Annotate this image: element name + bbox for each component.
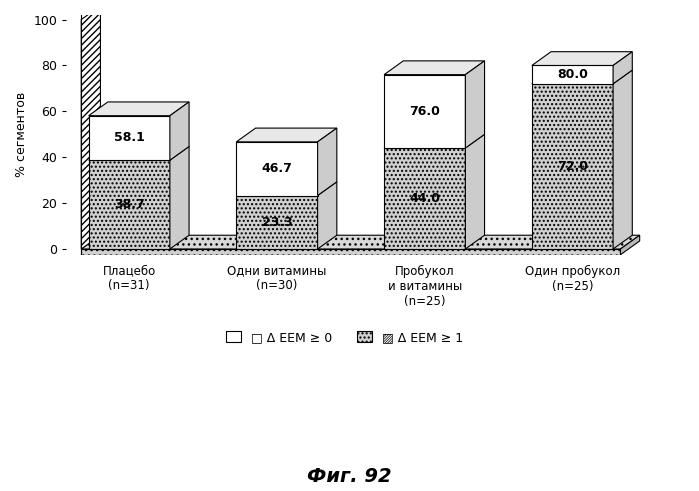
Polygon shape	[236, 182, 337, 195]
Polygon shape	[89, 160, 170, 249]
Polygon shape	[466, 134, 484, 249]
Text: 44.0: 44.0	[409, 192, 440, 205]
Polygon shape	[532, 52, 633, 65]
Polygon shape	[236, 195, 317, 249]
Text: 23.3: 23.3	[261, 216, 292, 229]
Polygon shape	[613, 52, 633, 84]
Polygon shape	[317, 128, 337, 195]
Polygon shape	[532, 65, 613, 84]
Polygon shape	[384, 134, 484, 148]
Polygon shape	[170, 102, 189, 160]
Polygon shape	[236, 128, 337, 142]
Polygon shape	[384, 148, 466, 249]
Legend: □ Δ EEM ≥ 0, ▨ Δ EEM ≥ 1: □ Δ EEM ≥ 0, ▨ Δ EEM ≥ 1	[221, 326, 468, 349]
Polygon shape	[532, 70, 633, 84]
Polygon shape	[384, 61, 484, 75]
Polygon shape	[613, 70, 633, 249]
Polygon shape	[81, 6, 101, 249]
Text: 46.7: 46.7	[261, 162, 292, 175]
Polygon shape	[89, 116, 170, 160]
Polygon shape	[621, 235, 640, 255]
Text: 80.0: 80.0	[557, 68, 588, 81]
Polygon shape	[236, 142, 317, 195]
Text: 72.0: 72.0	[557, 160, 588, 173]
Polygon shape	[384, 75, 466, 148]
Polygon shape	[81, 249, 621, 255]
Text: 76.0: 76.0	[410, 105, 440, 118]
Polygon shape	[466, 61, 484, 148]
Polygon shape	[317, 182, 337, 249]
Polygon shape	[89, 146, 189, 160]
Polygon shape	[89, 102, 189, 116]
Text: 58.1: 58.1	[114, 132, 145, 144]
Text: 38.7: 38.7	[114, 198, 145, 211]
Polygon shape	[170, 146, 189, 249]
Polygon shape	[81, 235, 640, 249]
Polygon shape	[532, 84, 613, 249]
Text: Фиг. 92: Фиг. 92	[307, 467, 392, 486]
Y-axis label: % сегментов: % сегментов	[15, 92, 28, 177]
